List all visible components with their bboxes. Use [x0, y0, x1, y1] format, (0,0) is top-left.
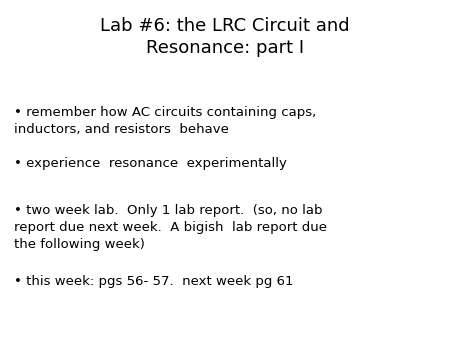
Text: • two week lab.  Only 1 lab report.  (so, no lab
report due next week.  A bigish: • two week lab. Only 1 lab report. (so, …	[14, 204, 327, 251]
Text: • this week: pgs 56- 57.  next week pg 61: • this week: pgs 56- 57. next week pg 61	[14, 275, 293, 288]
Text: • remember how AC circuits containing caps,
inductors, and resistors  behave: • remember how AC circuits containing ca…	[14, 106, 316, 137]
Text: Lab #6: the LRC Circuit and
Resonance: part I: Lab #6: the LRC Circuit and Resonance: p…	[100, 17, 350, 57]
Text: • experience  resonance  experimentally: • experience resonance experimentally	[14, 157, 286, 170]
